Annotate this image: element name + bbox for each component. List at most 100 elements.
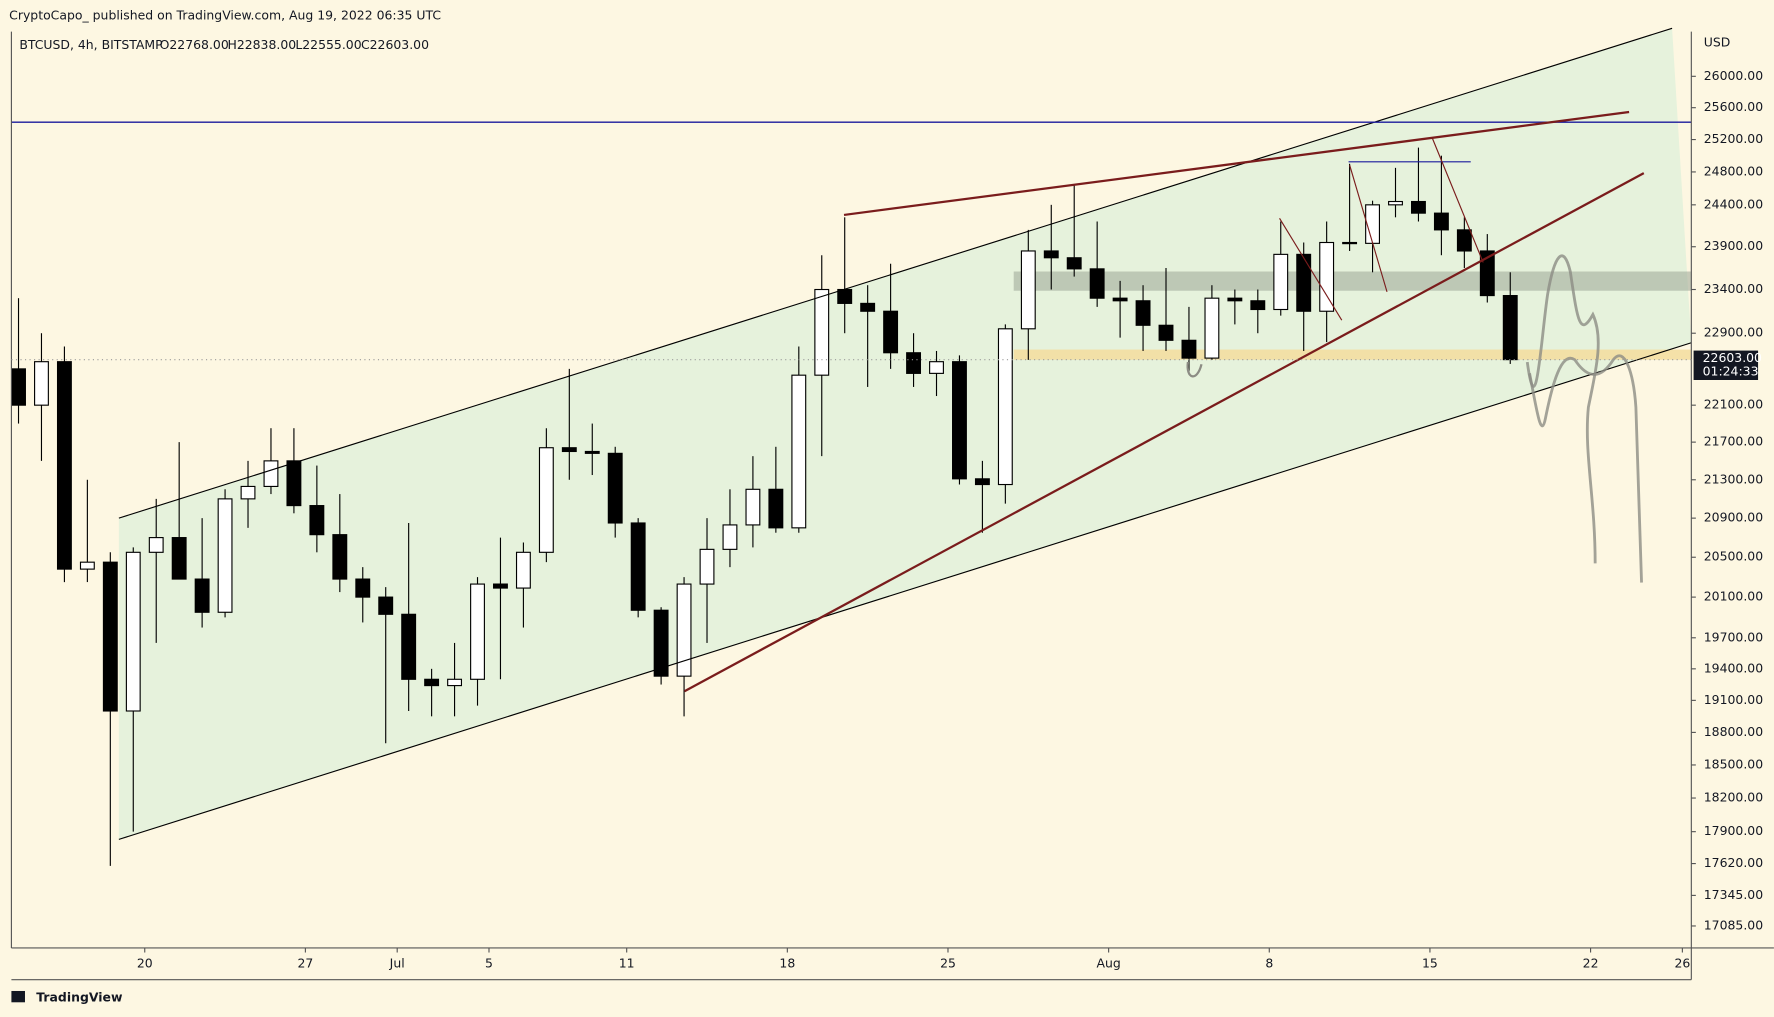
y-tick-label: 25600.00	[1704, 99, 1763, 114]
symbol: BTCUSD, 4h, BITSTAMP	[19, 37, 163, 52]
sketch-mark	[1186, 361, 1203, 378]
candle-body	[630, 522, 646, 611]
projection-sketch	[1525, 254, 1600, 564]
x-tick-label: 26	[1674, 955, 1690, 970]
candle-body	[699, 548, 715, 585]
candle-body	[722, 524, 738, 550]
candle-body	[424, 678, 440, 687]
y-tick-label: 18500.00	[1704, 756, 1763, 771]
candles	[11, 147, 1518, 866]
candle-body	[309, 505, 325, 536]
candle-body	[34, 361, 49, 406]
x-tick-label: 8	[1265, 955, 1273, 970]
candle-body	[974, 478, 990, 486]
candle-body	[837, 288, 853, 304]
candle-body	[240, 485, 256, 500]
axes: 26000.00 25600.00 25200.00 24800.00 24400.00…	[10, 31, 1774, 981]
candle-body	[286, 460, 302, 507]
candle-body	[676, 583, 692, 677]
y-tick-label: 21700.00	[1704, 434, 1763, 449]
candle-body	[1181, 339, 1197, 359]
candle-body	[515, 551, 531, 589]
y-tick-label: 24800.00	[1704, 163, 1763, 178]
countdown: 01:24:33	[1703, 364, 1759, 379]
candle-body	[401, 613, 417, 680]
x-tick-label: 22	[1583, 955, 1599, 970]
candle-body	[1043, 250, 1059, 259]
x-tick-label: Jul	[389, 955, 405, 970]
candle-body	[1204, 297, 1220, 359]
price-tag-label: 22603.00	[1703, 350, 1762, 365]
candle-body	[194, 578, 210, 613]
candle-body	[1227, 297, 1243, 302]
x-tick-label: Aug	[1096, 955, 1120, 970]
footer-logo: TradingView	[11, 989, 123, 1004]
y-tick-label: 19400.00	[1704, 660, 1763, 675]
resistance-zone	[1013, 271, 1692, 291]
y-tick-label: 18200.00	[1704, 790, 1763, 805]
candle-body	[332, 534, 348, 580]
y-tick-label: 19100.00	[1704, 692, 1763, 707]
trend-line	[683, 172, 1645, 693]
candle-body	[56, 361, 72, 570]
ohlc-close: C22603.00	[361, 37, 429, 52]
x-tick-label: 11	[619, 955, 635, 970]
ohlc-low: L22555.00	[295, 37, 361, 52]
candle-body	[1020, 250, 1036, 330]
candle-body	[1433, 212, 1449, 231]
price-tag	[1693, 350, 1759, 380]
y-axis-label: USD	[1704, 34, 1731, 49]
candle-body	[1273, 253, 1289, 311]
drawings	[11, 27, 1692, 840]
logo-icon	[11, 990, 25, 1003]
small-trend	[1279, 218, 1343, 321]
candle-body	[447, 678, 463, 687]
candle-body	[1342, 241, 1358, 245]
x-tick-label: 25	[940, 955, 956, 970]
channel-fill	[118, 28, 1692, 840]
candle-body	[1112, 297, 1128, 302]
candle-body	[1319, 241, 1335, 312]
y-tick-label: 26000.00	[1704, 68, 1763, 83]
candle-body	[745, 488, 761, 526]
candle-body	[1089, 268, 1105, 299]
candle-body	[768, 488, 784, 529]
candle-body	[125, 551, 141, 712]
candle-body	[1411, 200, 1426, 214]
ohlc-open: O22768.00	[160, 37, 229, 52]
x-tick-label: 27	[297, 955, 313, 970]
ohlc-high: H22838.00	[227, 37, 296, 52]
candle-body	[148, 537, 164, 553]
candle-body	[102, 561, 118, 712]
candle-body	[791, 374, 807, 529]
candle-body	[538, 447, 554, 553]
small-trend	[1349, 165, 1388, 293]
y-tick-label: 18800.00	[1704, 724, 1763, 739]
y-tick-label: 17345.00	[1704, 887, 1763, 902]
y-tick-label: 17620.00	[1704, 855, 1763, 870]
channel-upper	[118, 27, 1673, 519]
trend-line	[843, 110, 1630, 217]
candle-body	[952, 361, 967, 480]
candle-body	[584, 450, 600, 454]
candle-body	[997, 328, 1013, 486]
candle-body	[1388, 200, 1403, 206]
small-trend	[1431, 137, 1484, 263]
candle-body	[653, 609, 669, 677]
candle-body	[11, 368, 26, 406]
candle-body	[860, 302, 876, 312]
published-note: CryptoCapo_ published on TradingView.com…	[9, 7, 441, 22]
y-tick-label: 20100.00	[1704, 589, 1763, 604]
candle-body	[79, 561, 95, 570]
candle-body	[906, 352, 922, 374]
y-tick-label: 17900.00	[1704, 823, 1763, 838]
y-tick-label: 25200.00	[1704, 131, 1763, 146]
y-tick-label: 20900.00	[1704, 510, 1763, 525]
candle-body	[1479, 250, 1495, 297]
candle-body	[1135, 300, 1151, 326]
candle-body	[1158, 324, 1174, 341]
y-tick-label: 20500.00	[1704, 549, 1763, 564]
candle-body	[378, 596, 394, 615]
candle-body	[883, 310, 899, 354]
